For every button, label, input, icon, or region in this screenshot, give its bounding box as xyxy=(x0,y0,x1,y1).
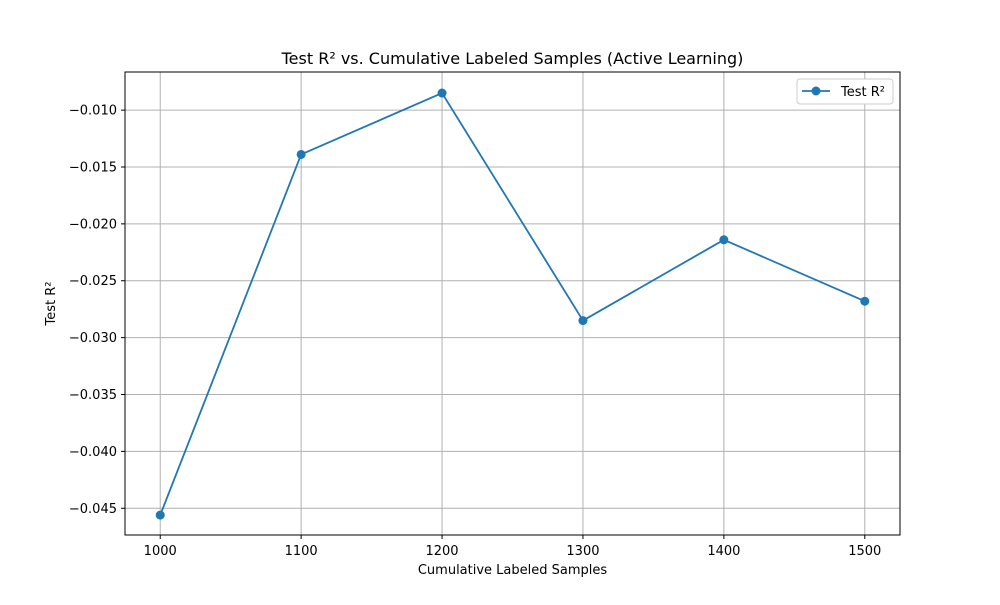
x-tick-label: 1000 xyxy=(144,544,177,559)
y-tick-label: −0.015 xyxy=(69,160,117,175)
chart-title: Test R² vs. Cumulative Labeled Samples (… xyxy=(281,49,744,68)
x-tick-label: 1200 xyxy=(425,544,458,559)
series-layer xyxy=(155,88,870,520)
y-tick-label: −0.035 xyxy=(69,388,117,403)
x-tick-label: 1500 xyxy=(848,544,881,559)
x-axis-label: Cumulative Labeled Samples xyxy=(418,563,608,578)
legend-box xyxy=(796,78,894,105)
legend: Test R² xyxy=(796,78,894,105)
y-tick-label: −0.040 xyxy=(69,445,117,460)
legend-marker-swatch xyxy=(811,86,821,96)
data-point xyxy=(437,88,447,98)
y-tick-label: −0.025 xyxy=(69,274,117,289)
x-axis-ticks: 1000 1100 1200 1300 1400 1500 xyxy=(144,535,881,559)
series-line xyxy=(159,92,866,516)
data-point xyxy=(296,149,306,159)
data-point xyxy=(719,235,729,245)
y-tick-label: −0.045 xyxy=(69,502,117,517)
data-point xyxy=(155,510,165,520)
x-tick-label: 1300 xyxy=(566,544,599,559)
data-point xyxy=(860,296,870,306)
y-axis-label: Test R² xyxy=(44,282,59,327)
plot-area-frame xyxy=(124,71,901,536)
y-tick-label: −0.010 xyxy=(69,104,117,119)
data-point xyxy=(578,316,588,326)
legend-entry-label: Test R² xyxy=(840,85,885,100)
x-tick-label: 1100 xyxy=(285,544,318,559)
y-tick-label: −0.020 xyxy=(69,217,117,232)
y-axis-ticks: −0.045 −0.040 −0.035 −0.030 −0.025 −0.020 −0.0… xyxy=(69,104,125,517)
x-tick-label: 1400 xyxy=(707,544,740,559)
y-tick-label: −0.030 xyxy=(69,331,117,346)
grid xyxy=(125,72,900,535)
